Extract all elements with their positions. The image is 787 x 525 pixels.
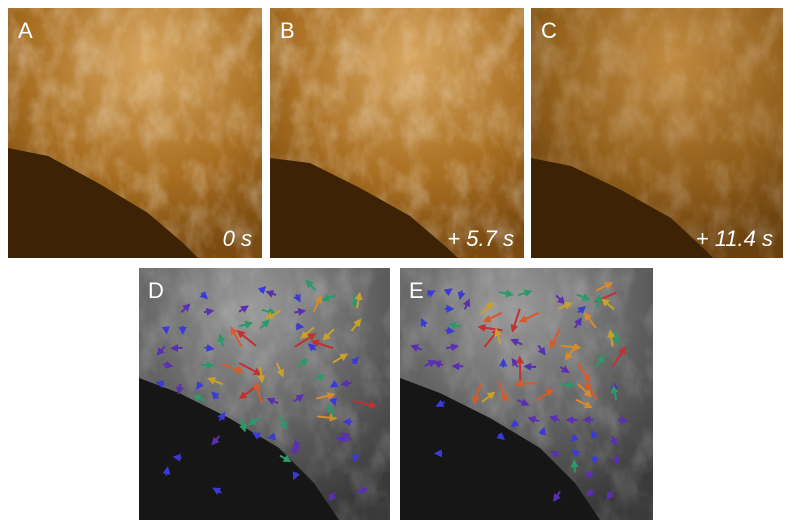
flow-arrow (446, 330, 452, 331)
time-label: + 5.7 s (447, 226, 514, 251)
flow-arrow (460, 290, 461, 296)
time-label: + 11.4 s (696, 226, 773, 251)
flow-arrow (520, 359, 521, 381)
flow-arrow (344, 383, 351, 384)
flow-arrow (294, 448, 295, 455)
flow-arrow (616, 455, 617, 462)
panel-c: C + 11.4 s (531, 8, 783, 258)
flow-arrow (294, 311, 302, 312)
panel-label: D (148, 278, 164, 303)
flow-arrow (574, 463, 575, 472)
flow-arrow (166, 327, 167, 331)
flow-arrow (205, 348, 211, 349)
panel-e: E (400, 268, 653, 520)
time-label: 0 s (223, 226, 252, 251)
flow-arrow (159, 383, 164, 384)
panel-label: C (541, 18, 557, 43)
flow-arrow (166, 470, 167, 475)
flow-arrow (594, 457, 595, 461)
panel-label: B (280, 18, 295, 43)
panel-label: E (409, 278, 424, 303)
flow-arrow (204, 311, 211, 312)
panel-label: A (18, 18, 33, 43)
flow-arrow (542, 430, 543, 434)
flow-arrow (296, 326, 301, 327)
flow-arrow (201, 365, 210, 366)
panel-b: B + 5.7 s (270, 8, 524, 258)
panel-d: D (139, 268, 390, 520)
flow-arrow (333, 398, 334, 402)
panel-a: A 0 s (8, 8, 262, 258)
flow-arrow (518, 383, 536, 384)
flow-arrow (271, 436, 275, 437)
